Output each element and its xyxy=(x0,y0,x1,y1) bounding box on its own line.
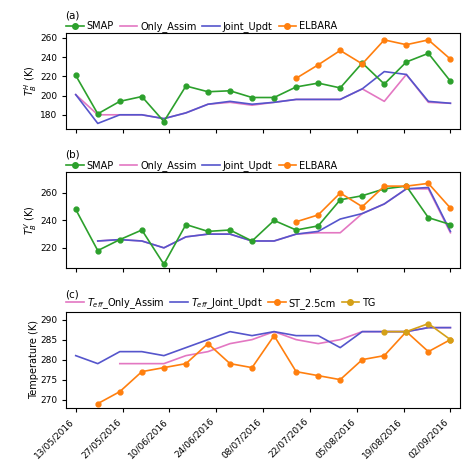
Text: (b): (b) xyxy=(65,150,80,160)
Text: (a): (a) xyxy=(65,11,80,21)
Y-axis label: Temperature (K): Temperature (K) xyxy=(29,320,39,399)
Y-axis label: $T_B^H$ (K): $T_B^H$ (K) xyxy=(22,66,39,96)
Text: (c): (c) xyxy=(65,289,79,299)
Legend: $T_{eff}$_Only_Assim, $T_{eff}$_Joint_Updt, ST_2.5cm, TG: $T_{eff}$_Only_Assim, $T_{eff}$_Joint_Up… xyxy=(66,296,375,310)
Y-axis label: $T_B^V$ (K): $T_B^V$ (K) xyxy=(22,205,39,236)
Legend: SMAP, Only_Assim, Joint_Updt, ELBARA: SMAP, Only_Assim, Joint_Updt, ELBARA xyxy=(66,21,337,32)
Legend: SMAP, Only_Assim, Joint_Updt, ELBARA: SMAP, Only_Assim, Joint_Updt, ELBARA xyxy=(66,161,337,172)
